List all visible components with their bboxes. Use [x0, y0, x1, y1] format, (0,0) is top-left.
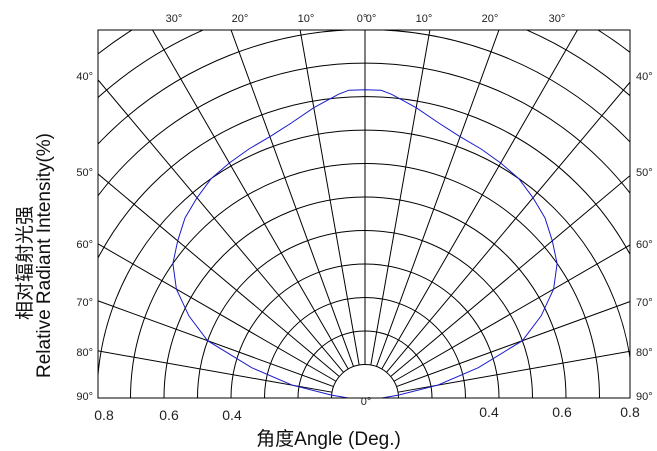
angular-grid-spoke — [376, 0, 594, 367]
top-angle-tick-label: 20° — [232, 13, 249, 25]
radial-grid-circle — [30, 63, 657, 398]
left-angle-tick-label: 60° — [76, 239, 93, 251]
right-angle-tick-label: 90° — [636, 391, 653, 403]
radial-tick-label-right: 0.6 — [552, 404, 572, 420]
right-angle-tick-label: 60° — [636, 239, 653, 251]
left-angle-tick-label: 90° — [76, 391, 93, 403]
left-angle-tick-label: 70° — [76, 297, 93, 309]
left-angle-tick-label: 40° — [76, 71, 93, 83]
right-angle-tick-label: 40° — [636, 71, 653, 83]
radial-tick-label-left: 0.8 — [94, 407, 114, 423]
y-axis-label: 相对辐射光强 Relative Radiant Intensity(%) — [0, 0, 50, 450]
angular-grid-spoke — [249, 0, 360, 365]
radial-tick-label-right: 0.8 — [620, 404, 640, 420]
angular-grid-spoke — [387, 0, 657, 372]
angular-grid-spoke — [398, 282, 657, 393]
plot-frame — [98, 30, 630, 398]
y-axis-label-en: Relative Radiant Intensity(%) — [34, 133, 56, 378]
angular-grid-spoke — [30, 0, 348, 369]
top-angle-tick-label: 0° — [366, 13, 377, 25]
angular-grid-spoke — [382, 0, 657, 369]
angular-grid-spoke — [136, 0, 354, 367]
left-angle-tick-label: 80° — [76, 347, 93, 359]
x-axis-label: 角度Angle (Deg.) — [0, 424, 657, 451]
top-angle-tick-label: 10° — [416, 13, 433, 25]
radial-grid-circle — [0, 0, 657, 398]
radial-tick-label-right: 0.4 — [479, 404, 499, 420]
radial-grid-circle — [0, 0, 657, 398]
y-axis-label-cn: 相对辐射光强 — [10, 206, 37, 320]
top-angle-tick-label: 30° — [166, 13, 183, 25]
radial-grid-circle — [0, 0, 657, 398]
top-angle-tick-label: 30° — [549, 13, 566, 25]
left-angle-tick-label: 50° — [76, 167, 93, 179]
angular-grid-spoke — [371, 0, 482, 365]
radial-grid-circle — [64, 97, 657, 398]
angular-grid-spoke — [394, 63, 657, 381]
top-angle-tick-label: 20° — [482, 13, 499, 25]
radial-tick-label-left: 0.6 — [159, 407, 179, 423]
right-angle-tick-label: 50° — [636, 167, 653, 179]
right-angle-tick-label: 70° — [636, 297, 653, 309]
right-angle-tick-label: 80° — [636, 347, 653, 359]
top-angle-tick-label: 10° — [298, 13, 315, 25]
radial-tick-label-left: 0.4 — [222, 407, 242, 423]
polar-grid — [0, 0, 657, 398]
